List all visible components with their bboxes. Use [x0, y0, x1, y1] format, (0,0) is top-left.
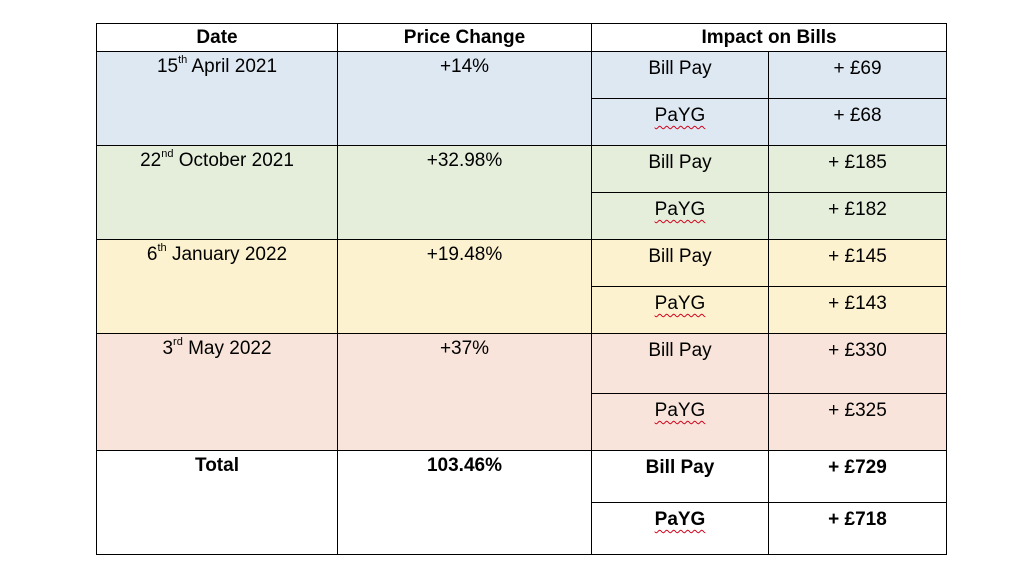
- payg-value: + £143: [767, 286, 948, 334]
- total-payg-label: PaYG: [591, 502, 769, 555]
- bill-pay-label: Bill Pay: [591, 239, 769, 287]
- bill-pay-value: + £69: [767, 51, 948, 99]
- header-impact-on-bills: Impact on Bills: [590, 23, 948, 52]
- table-subrow: PaYG + £143: [97, 286, 948, 334]
- total-bill-pay-label: Bill Pay: [591, 450, 769, 503]
- price-change-cell: +19.48%: [337, 239, 592, 334]
- payg-label: PaYG: [591, 286, 769, 334]
- payg-label: PaYG: [591, 393, 769, 451]
- price-change-table: Date Price Change Impact on Bills 15th A…: [96, 23, 948, 555]
- total-subrow: PaYG + £718: [97, 502, 948, 555]
- payg-value: + £325: [767, 393, 948, 451]
- total-bill-pay-value: + £729: [767, 450, 948, 503]
- date-cell: 6th January 2022: [96, 239, 338, 334]
- date-cell: 3rd May 2022: [96, 333, 338, 451]
- header-price-change: Price Change: [337, 23, 592, 52]
- total-label: Total: [96, 450, 338, 555]
- total-row: Total 103.46% Bill Pay + £729: [96, 450, 948, 555]
- bill-pay-value: + £330: [767, 333, 948, 394]
- header-row: Date Price Change Impact on Bills: [96, 23, 948, 52]
- table-row: 15th April 2021 +14% Bill Pay + £69: [96, 51, 948, 146]
- bill-pay-value: + £145: [767, 239, 948, 287]
- total-payg-value: + £718: [767, 502, 948, 555]
- payg-label: PaYG: [591, 98, 769, 146]
- payg-value: + £68: [767, 98, 948, 146]
- table-row: 6th January 2022 +19.48% Bill Pay + £145: [96, 239, 948, 334]
- total-price-change: 103.46%: [337, 450, 592, 555]
- table-row: 3rd May 2022 +37% Bill Pay + £330: [96, 333, 948, 451]
- table-subrow: PaYG + £182: [97, 192, 948, 240]
- bill-pay-label: Bill Pay: [591, 145, 769, 193]
- date-cell: 15th April 2021: [96, 51, 338, 146]
- payg-value: + £182: [767, 192, 948, 240]
- bill-pay-label: Bill Pay: [591, 333, 769, 394]
- price-change-cell: +32.98%: [337, 145, 592, 240]
- table-row: 22nd October 2021 +32.98% Bill Pay + £18…: [96, 145, 948, 240]
- header-date: Date: [96, 23, 338, 52]
- date-cell: 22nd October 2021: [96, 145, 338, 240]
- bill-pay-value: + £185: [767, 145, 948, 193]
- price-change-cell: +37%: [337, 333, 592, 451]
- payg-label: PaYG: [591, 192, 769, 240]
- price-change-cell: +14%: [337, 51, 592, 146]
- bill-pay-label: Bill Pay: [591, 51, 769, 99]
- table-subrow: PaYG + £68: [97, 98, 948, 146]
- table-subrow: PaYG + £325: [97, 393, 948, 451]
